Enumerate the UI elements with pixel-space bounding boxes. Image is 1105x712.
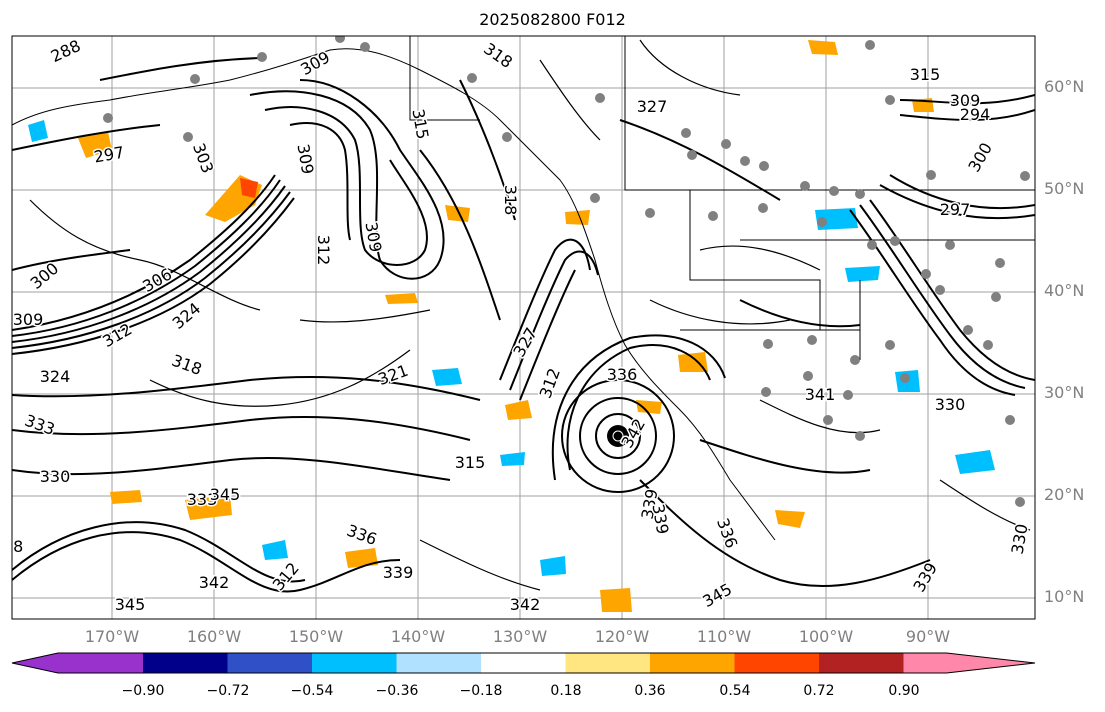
contour-label: 345 [115,595,146,614]
lat-label-10n: 10°N [1044,587,1085,606]
lon-label-120w: 120°W [594,627,650,646]
contour-label: 318 [480,39,516,72]
contour-label: 345 [699,579,735,611]
colorbar-segment [312,653,397,673]
contour-label: 288 [48,36,84,66]
colorbar-segment [819,653,904,673]
contour-label: 297 [92,143,125,167]
contour-label: 315 [910,65,941,84]
contour-label: 318 [169,351,204,379]
contour-label: 333 [22,411,57,439]
lon-label-140w: 140°W [390,627,446,646]
contour-label: 330 [935,395,966,414]
storm-center-icon [607,425,629,447]
contour-label: 327 [637,97,668,116]
colorbar-segment [227,653,313,673]
graticule [12,36,1035,619]
contour-label: 330 [40,467,71,486]
colorbar-tick: −0.54 [290,683,334,699]
colorbar-extend-left [12,653,143,673]
station-markers [103,36,1030,507]
contour-label: 294 [960,105,991,124]
contour-label: 309 [950,91,981,110]
colorbar [11,652,1036,674]
contour-label: 318 [501,185,520,216]
colorbar-tick: −0.18 [459,683,503,699]
colorbar-tick: 0.36 [634,683,666,699]
coastline [12,36,1035,541]
contour-label: 342 [199,573,230,592]
lon-label-160w: 160°W [186,627,242,646]
contour-label: 312 [536,366,564,401]
contour-label: 336 [713,516,741,551]
lon-label-130w: 130°W [492,627,548,646]
colorbar-segment [481,653,566,673]
colorbar-tick: 0.72 [803,683,835,699]
colorbar-segment [565,653,651,673]
lon-label-170w: 170°W [84,627,140,646]
colorbar-segment [650,653,735,673]
colorbar-segment [396,653,482,673]
contour-label: 303 [189,141,217,176]
lon-label-90w: 90°W [905,627,951,646]
contour-label: 342 [510,595,541,614]
contour-label: 336 [607,365,638,384]
contour-label: 324 [40,367,71,386]
colorbar-outline [11,652,1036,674]
contour-label: 333 [187,490,218,509]
map-frame [11,35,1036,620]
lon-label-150w: 150°W [288,627,344,646]
contour-label: 309 [297,47,333,79]
contour-lines-thin [29,39,1031,591]
contour-label: 315 [408,107,432,140]
contour-label: 300 [27,259,63,293]
contour-label: 348 [0,537,23,556]
colorbar-segment [734,653,820,673]
contour-label: 341 [805,385,836,404]
contour-label: 297 [940,200,971,219]
contour-lines [12,57,1035,593]
colorbar-extend-right [903,653,1035,673]
lat-label-20n: 20°N [1044,485,1085,504]
contour-label: 327 [509,324,541,360]
contour-label: 324 [169,299,205,333]
contour-label: 312 [314,235,333,266]
lat-label-40n: 40°N [1044,281,1085,300]
contour-label: 309 [293,142,317,175]
contour-label: 309 [13,310,44,329]
colorbar-tick: −0.90 [121,683,165,699]
contour-label: 315 [455,453,486,472]
lat-label-30n: 30°N [1044,383,1085,402]
colorbar-tick: −0.36 [375,683,419,699]
contour-label: 339 [383,563,414,582]
contour-label: 339 [648,502,672,535]
map-title: 2025082800 F012 [479,10,626,29]
lon-label-100w: 100°W [798,627,854,646]
lat-label-50n: 50°N [1044,179,1085,198]
contour-label: 336 [344,521,379,549]
lat-label-60n: 60°N [1044,77,1085,96]
colorbar-tick: 0.18 [550,683,582,699]
contour-label: 345 [210,485,241,504]
colorbar-tick: 0.90 [888,683,920,699]
colorbar-tick: −0.72 [206,683,250,699]
colorbar-tick: 0.54 [719,683,751,699]
contour-label: 300 [964,139,996,175]
contour-label: 330 [1008,522,1032,555]
lon-label-110w: 110°W [696,627,752,646]
contour-label: 312 [99,319,135,351]
colorbar-segment [143,653,228,673]
contour-label: 339 [909,559,941,595]
